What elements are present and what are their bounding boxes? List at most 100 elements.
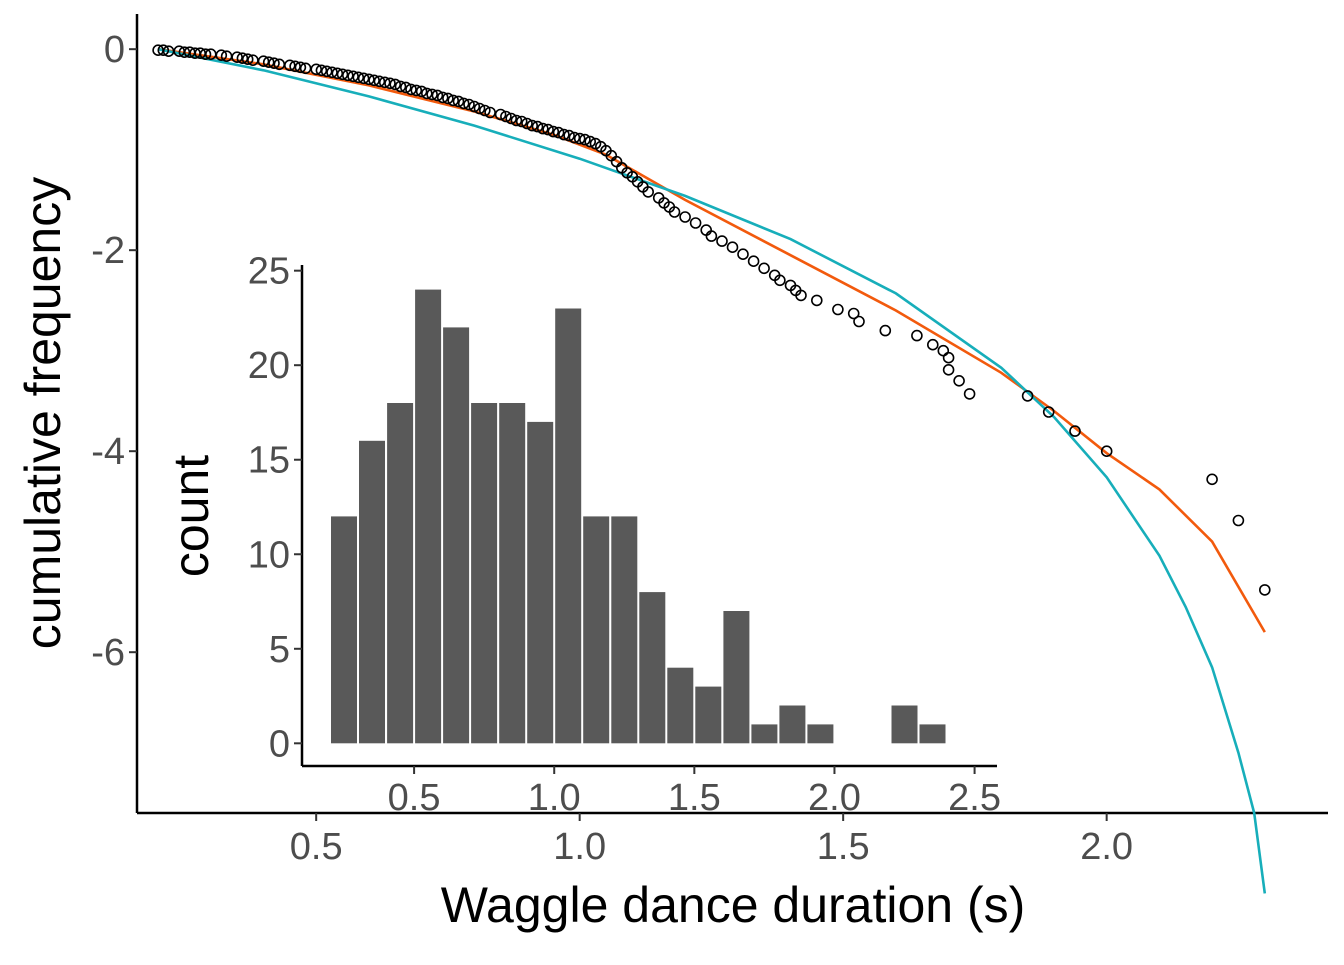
data-point bbox=[832, 303, 844, 316]
main-x-tick-label: 1.5 bbox=[817, 826, 870, 868]
data-point bbox=[336, 68, 349, 81]
data-point bbox=[241, 53, 254, 66]
main-curves bbox=[157, 47, 1267, 894]
data-point bbox=[758, 262, 770, 275]
data-point bbox=[215, 49, 228, 62]
data-point bbox=[420, 87, 433, 100]
data-point bbox=[457, 97, 470, 110]
data-point bbox=[373, 75, 386, 88]
data-point bbox=[879, 324, 892, 337]
histogram-bar bbox=[555, 308, 582, 744]
data-point bbox=[953, 374, 965, 387]
histogram-bar bbox=[723, 611, 750, 744]
data-point bbox=[157, 44, 170, 57]
main-y-ticks: 0 -2 -4 -6 bbox=[91, 29, 137, 674]
data-point bbox=[547, 125, 560, 138]
data-point bbox=[384, 77, 396, 90]
data-point bbox=[642, 186, 655, 198]
data-point bbox=[405, 83, 417, 96]
data-point bbox=[341, 69, 354, 82]
data-point bbox=[473, 102, 486, 115]
inset-y-tick-label: 15 bbox=[248, 440, 290, 482]
orange-fit-curve bbox=[157, 47, 1266, 633]
inset-y-tick-label: 25 bbox=[248, 251, 290, 293]
data-point bbox=[584, 135, 597, 148]
main-y-tick-label: -6 bbox=[91, 632, 125, 674]
data-point bbox=[262, 56, 275, 69]
inset-y-tick-label: 20 bbox=[248, 345, 290, 387]
data-point bbox=[331, 67, 344, 80]
histogram-bar bbox=[807, 724, 834, 744]
data-point bbox=[705, 230, 718, 242]
data-point bbox=[347, 70, 359, 83]
data-point bbox=[283, 59, 296, 72]
data-point bbox=[679, 211, 691, 223]
inset-y-ticks: 0 5 10 15 20 25 bbox=[248, 251, 302, 765]
data-point bbox=[463, 98, 475, 111]
data-point bbox=[963, 388, 976, 400]
data-point bbox=[431, 89, 444, 102]
histogram-bar bbox=[751, 724, 778, 744]
data-point bbox=[199, 48, 212, 61]
data-point bbox=[774, 274, 786, 287]
histogram-bar bbox=[359, 440, 385, 744]
data-point bbox=[326, 66, 338, 79]
data-point bbox=[558, 128, 570, 141]
data-point bbox=[726, 241, 739, 253]
data-point bbox=[368, 74, 380, 87]
data-point bbox=[542, 123, 554, 136]
data-point bbox=[442, 92, 454, 105]
data-point bbox=[526, 119, 539, 132]
data-point bbox=[484, 106, 496, 119]
data-point bbox=[468, 100, 481, 113]
data-point bbox=[310, 63, 323, 76]
data-point bbox=[357, 72, 370, 85]
data-point bbox=[531, 120, 544, 133]
data-point bbox=[510, 114, 523, 127]
data-point bbox=[668, 206, 681, 218]
data-point bbox=[937, 344, 950, 357]
data-point bbox=[1232, 514, 1245, 527]
data-point bbox=[352, 71, 365, 84]
data-point bbox=[478, 104, 491, 117]
main-panel: 0.5 1.0 1.5 2.0 0 -2 -4 -6 Waggle dance durati… bbox=[15, 14, 1328, 933]
data-point bbox=[926, 338, 939, 351]
histogram-bar bbox=[919, 724, 946, 744]
data-point bbox=[568, 131, 581, 144]
data-point bbox=[747, 255, 760, 268]
data-point bbox=[552, 126, 565, 139]
inset-bars bbox=[331, 289, 946, 744]
data-point bbox=[942, 351, 955, 364]
data-point bbox=[911, 329, 923, 342]
main-x-tick-label: 2.0 bbox=[1080, 826, 1133, 868]
data-point bbox=[579, 133, 591, 146]
inset-x-tick-label: 0.5 bbox=[388, 777, 441, 819]
inset-x-tick-label: 1.0 bbox=[528, 777, 581, 819]
data-point bbox=[795, 289, 807, 302]
data-point bbox=[389, 78, 402, 91]
data-point bbox=[236, 52, 249, 65]
data-point bbox=[436, 91, 449, 104]
main-points bbox=[152, 44, 1271, 596]
inset-y-tick-label: 0 bbox=[269, 723, 290, 765]
main-y-tick-label: 0 bbox=[104, 29, 125, 71]
data-point bbox=[494, 108, 507, 121]
inset-x-tick-label: 1.5 bbox=[668, 777, 721, 819]
data-point bbox=[737, 248, 749, 260]
histogram-bar bbox=[387, 403, 414, 744]
inset-x-ticks: 0.5 1.0 1.5 2.0 2.5 bbox=[388, 766, 1001, 819]
data-point bbox=[363, 73, 375, 86]
main-x-axis-title: Waggle dance duration (s) bbox=[441, 877, 1026, 933]
data-point bbox=[942, 363, 955, 376]
histogram-bar bbox=[667, 667, 694, 744]
data-point bbox=[810, 294, 823, 307]
data-point bbox=[378, 76, 391, 89]
data-point bbox=[853, 315, 865, 328]
inset-y-tick-label: 10 bbox=[248, 534, 290, 576]
data-point bbox=[399, 81, 412, 94]
histogram-bar bbox=[331, 516, 357, 744]
inset-y-tick-label: 5 bbox=[269, 629, 290, 671]
data-point bbox=[268, 57, 280, 70]
